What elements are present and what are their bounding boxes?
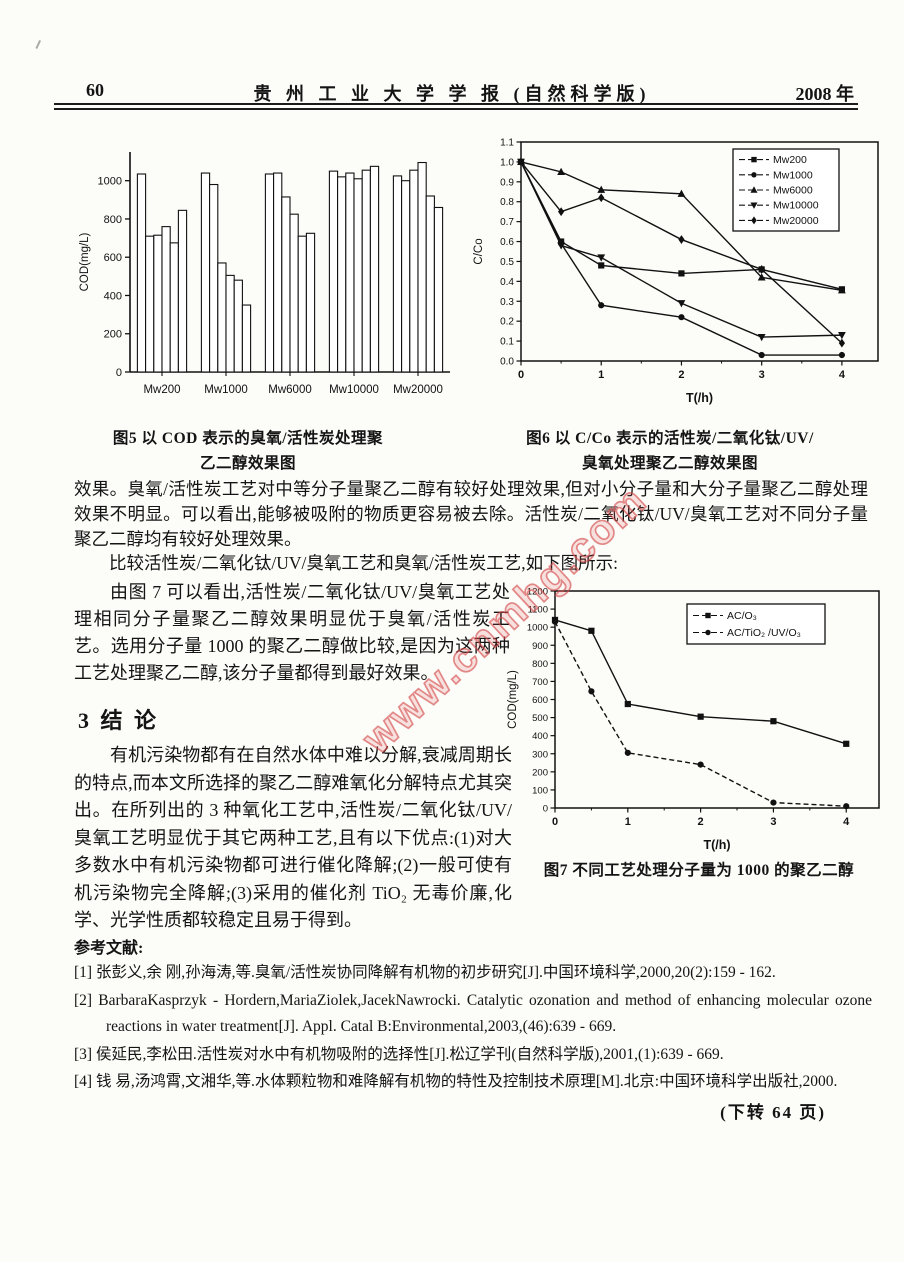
svg-text:1200: 1200 [527, 587, 548, 598]
svg-text:2: 2 [678, 369, 684, 381]
svg-text:100: 100 [532, 785, 548, 796]
svg-text:Mw1000: Mw1000 [773, 169, 813, 181]
figure5-bar-chart: 0 200 400 600 800 1000 Mw200 Mw1000 Mw6000 Mw1000… [79, 152, 450, 396]
svg-text:0: 0 [543, 804, 548, 815]
svg-text:600: 600 [104, 252, 122, 264]
figure5-caption-line1: 图5 以 COD 表示的臭氧/活性炭处理聚 [112, 430, 384, 447]
reference-item-4: [4] 钱 易,汤鸿霄,文湘华,等.水体颗粒物和难降解有机物的特性及控制技术原理… [74, 1073, 838, 1090]
scan-speck [35, 39, 46, 52]
figure6-caption: 图6 以 C/Co 表示的活性炭/二氧化钛/UV/ 臭氧处理聚乙二醇效果图 [494, 426, 846, 476]
svg-text:Mw200: Mw200 [773, 154, 807, 166]
reference-item-1: [1] 张彭义,余 刚,孙海涛,等.臭氧/活性炭协同降解有机物的初步研究[J].… [74, 964, 776, 981]
svg-text:4: 4 [843, 816, 850, 828]
svg-text:500: 500 [532, 713, 548, 724]
svg-text:C/Co: C/Co [473, 238, 485, 264]
svg-text:3: 3 [770, 816, 776, 828]
svg-text:Mw6000: Mw6000 [773, 185, 813, 197]
svg-text:COD(mg/L): COD(mg/L) [79, 232, 91, 291]
svg-text:1000: 1000 [527, 623, 548, 634]
svg-text:2: 2 [698, 816, 704, 828]
svg-text:0.1: 0.1 [500, 337, 514, 348]
svg-text:1: 1 [598, 369, 604, 381]
svg-text:Mw20000: Mw20000 [393, 384, 443, 396]
svg-text:0.9: 0.9 [500, 177, 514, 188]
svg-text:Mw1000: Mw1000 [204, 384, 247, 396]
conclusion-body: 有机污染物都有在自然水体中难以分解,衰减周期长的特点,而本文所选择的聚乙二醇难氧… [74, 745, 512, 930]
conclusion-heading: 3 结 论 [78, 708, 160, 733]
svg-text:0.0: 0.0 [500, 357, 514, 368]
svg-text:300: 300 [532, 749, 548, 760]
paragraph-results: 效果。臭氧/活性炭工艺对中等分子量聚乙二醇有较好处理效果,但对小分子量和大分子量… [74, 479, 868, 549]
svg-text:1000: 1000 [98, 176, 122, 188]
header-rule [54, 103, 858, 110]
page-number: 60 [86, 80, 104, 100]
svg-text:0.4: 0.4 [500, 277, 514, 288]
svg-text:1.0: 1.0 [500, 157, 514, 168]
svg-text:1: 1 [625, 816, 631, 828]
figure6-caption-line1: 图6 以 C/Co 表示的活性炭/二氧化钛/UV/ [526, 430, 814, 447]
svg-text:Mw10000: Mw10000 [329, 384, 379, 396]
svg-text:T(/h): T(/h) [703, 838, 730, 852]
svg-text:3: 3 [759, 369, 765, 381]
svg-text:800: 800 [532, 659, 548, 670]
svg-text:400: 400 [532, 731, 548, 742]
figure7-line-chart: 0 100 200 300 400 500 600 700 800 900 1000 1100 1200… [507, 587, 880, 852]
svg-text:700: 700 [532, 677, 548, 688]
svg-text:0: 0 [518, 369, 524, 381]
svg-text:900: 900 [532, 641, 548, 652]
svg-text:400: 400 [104, 290, 122, 302]
continued-on-page-note: (下转 64 页) [720, 1103, 826, 1122]
reference-item-3: [3] 侯延民,李松田.活性炭对水中有机物吸附的选择性[J].松辽学刊(自然科学… [74, 1045, 724, 1063]
svg-text:T(/h): T(/h) [686, 391, 713, 405]
svg-text:0.6: 0.6 [500, 237, 514, 248]
svg-text:0: 0 [552, 816, 558, 828]
reference-item-2: [2] BarbaraKasprzyk - Hordern,MariaZiole… [74, 991, 872, 1036]
svg-text:1.1: 1.1 [500, 138, 514, 149]
svg-text:4: 4 [839, 369, 846, 381]
journal-year: 2008 年 [795, 84, 855, 104]
references-heading: 参考文献: [74, 940, 144, 957]
svg-text:AC/O₃: AC/O₃ [727, 610, 757, 622]
svg-text:Mw6000: Mw6000 [268, 384, 311, 396]
svg-text:0.2: 0.2 [500, 317, 514, 328]
figure5-caption-line2: 乙二醇效果图 [199, 455, 296, 472]
svg-text:0: 0 [116, 367, 122, 379]
svg-text:1100: 1100 [528, 605, 548, 616]
svg-text:800: 800 [104, 214, 122, 226]
references-list: [1] 张彭义,余 刚,孙海涛,等.臭氧/活性炭协同降解有机物的初步研究[J].… [74, 960, 872, 1097]
svg-text:200: 200 [532, 767, 548, 778]
svg-text:Mw200: Mw200 [143, 384, 180, 396]
svg-text:AC/TiO₂ /UV/O₃: AC/TiO₂ /UV/O₃ [727, 627, 801, 639]
svg-text:COD(mg/L): COD(mg/L) [507, 670, 519, 729]
paragraph-compare: 比较活性炭/二氧化钛/UV/臭氧工艺和臭氧/活性炭工艺,如下图所示: [109, 553, 618, 573]
figure6-line-chart: 0.0 0.1 0.2 0.3 0.4 0.5 0.6 0.7 0.8 0.9 1.0 1.1 0 1 2 3… [473, 138, 879, 405]
figure7-caption: 图7 不同工艺处理分子量为 1000 的聚乙二醇 [543, 862, 855, 879]
figure5-caption: 图5 以 COD 表示的臭氧/活性炭处理聚 乙二醇效果图 [88, 426, 408, 476]
svg-text:0.5: 0.5 [500, 257, 514, 268]
journal-title: 贵 州 工 业 大 学 学 报 (自然科学版) [253, 84, 651, 104]
paragraph-figure7: 由图 7 可以看出,活性炭/二氧化钛/UV/臭氧工艺处理相同分子量聚乙二醇效果明… [74, 582, 510, 683]
svg-text:Mw10000: Mw10000 [773, 200, 819, 212]
figure6-caption-line2: 臭氧处理聚乙二醇效果图 [581, 455, 758, 472]
svg-text:0.8: 0.8 [500, 197, 514, 208]
svg-text:Mw20000: Mw20000 [773, 215, 819, 227]
svg-text:600: 600 [532, 695, 548, 706]
svg-text:0.3: 0.3 [500, 297, 514, 308]
svg-text:200: 200 [104, 329, 122, 341]
svg-text:0.7: 0.7 [500, 217, 514, 228]
